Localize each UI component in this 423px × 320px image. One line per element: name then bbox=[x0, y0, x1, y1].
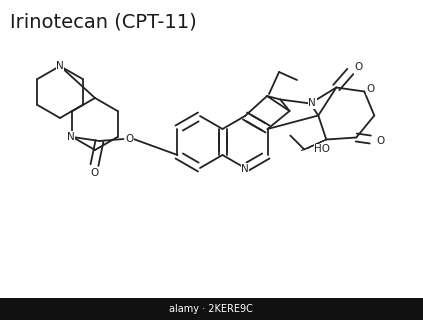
Text: O: O bbox=[366, 84, 374, 94]
Text: Irinotecan (CPT-11): Irinotecan (CPT-11) bbox=[10, 12, 197, 31]
Text: O: O bbox=[125, 134, 134, 144]
Text: alamy · 2KERE9C: alamy · 2KERE9C bbox=[169, 304, 253, 314]
Text: O: O bbox=[376, 137, 385, 147]
Text: N: N bbox=[56, 61, 64, 71]
Text: O: O bbox=[354, 61, 363, 71]
Text: N: N bbox=[66, 132, 74, 142]
Text: N: N bbox=[241, 164, 249, 174]
Bar bbox=[0, 298, 423, 320]
Text: N: N bbox=[308, 99, 316, 108]
Text: HO: HO bbox=[314, 145, 330, 155]
Text: O: O bbox=[91, 168, 99, 178]
